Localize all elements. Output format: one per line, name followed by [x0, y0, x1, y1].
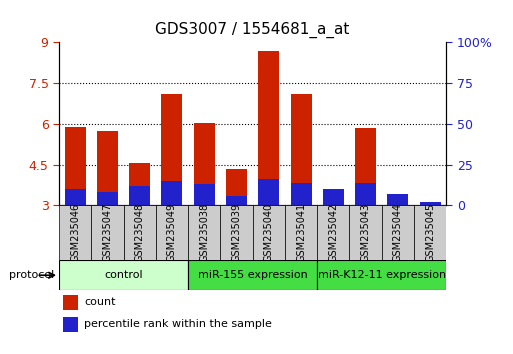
- Text: miR-155 expression: miR-155 expression: [198, 270, 307, 280]
- Bar: [156, 205, 188, 260]
- Text: GSM235045: GSM235045: [425, 203, 435, 262]
- Text: control: control: [104, 270, 143, 280]
- Bar: [414, 205, 446, 260]
- Text: GSM235039: GSM235039: [231, 203, 242, 262]
- Text: GSM235049: GSM235049: [167, 203, 177, 262]
- Bar: [63, 317, 78, 332]
- Bar: [317, 205, 349, 260]
- Bar: [226, 169, 247, 205]
- Bar: [252, 205, 285, 260]
- Bar: [349, 205, 382, 260]
- Bar: [124, 205, 156, 260]
- Text: count: count: [84, 297, 115, 307]
- Bar: [355, 128, 376, 205]
- Text: GSM235047: GSM235047: [103, 203, 112, 262]
- Text: GSM235048: GSM235048: [135, 203, 145, 262]
- Bar: [97, 192, 118, 205]
- Bar: [129, 186, 150, 205]
- Bar: [382, 205, 414, 260]
- Bar: [63, 295, 78, 310]
- Text: GSM235046: GSM235046: [70, 203, 80, 262]
- Title: GDS3007 / 1554681_a_at: GDS3007 / 1554681_a_at: [155, 22, 350, 38]
- Bar: [259, 179, 279, 205]
- Bar: [162, 94, 183, 205]
- Text: GSM235038: GSM235038: [199, 203, 209, 262]
- Bar: [65, 189, 86, 205]
- Bar: [285, 205, 317, 260]
- Bar: [129, 163, 150, 205]
- Text: GSM235042: GSM235042: [328, 203, 339, 262]
- Bar: [221, 205, 252, 260]
- Bar: [97, 131, 118, 205]
- Text: GSM235043: GSM235043: [361, 203, 370, 262]
- Text: protocol: protocol: [9, 270, 54, 280]
- Text: miR-K12-11 expression: miR-K12-11 expression: [318, 270, 446, 280]
- Bar: [188, 205, 221, 260]
- Bar: [59, 260, 188, 290]
- Bar: [290, 183, 311, 205]
- Bar: [91, 205, 124, 260]
- Bar: [65, 127, 86, 205]
- Bar: [323, 199, 344, 205]
- Bar: [226, 195, 247, 205]
- Bar: [259, 51, 279, 205]
- Bar: [355, 183, 376, 205]
- Text: GSM235044: GSM235044: [393, 203, 403, 262]
- Bar: [59, 205, 91, 260]
- Bar: [194, 122, 215, 205]
- Bar: [162, 181, 183, 205]
- Bar: [323, 189, 344, 205]
- Bar: [387, 199, 408, 205]
- Bar: [317, 260, 446, 290]
- Bar: [387, 194, 408, 205]
- Text: GSM235040: GSM235040: [264, 203, 274, 262]
- Bar: [420, 202, 441, 205]
- Bar: [420, 202, 441, 205]
- Text: GSM235041: GSM235041: [296, 203, 306, 262]
- Text: percentile rank within the sample: percentile rank within the sample: [84, 319, 272, 329]
- Bar: [290, 94, 311, 205]
- Bar: [188, 260, 317, 290]
- Bar: [194, 184, 215, 205]
